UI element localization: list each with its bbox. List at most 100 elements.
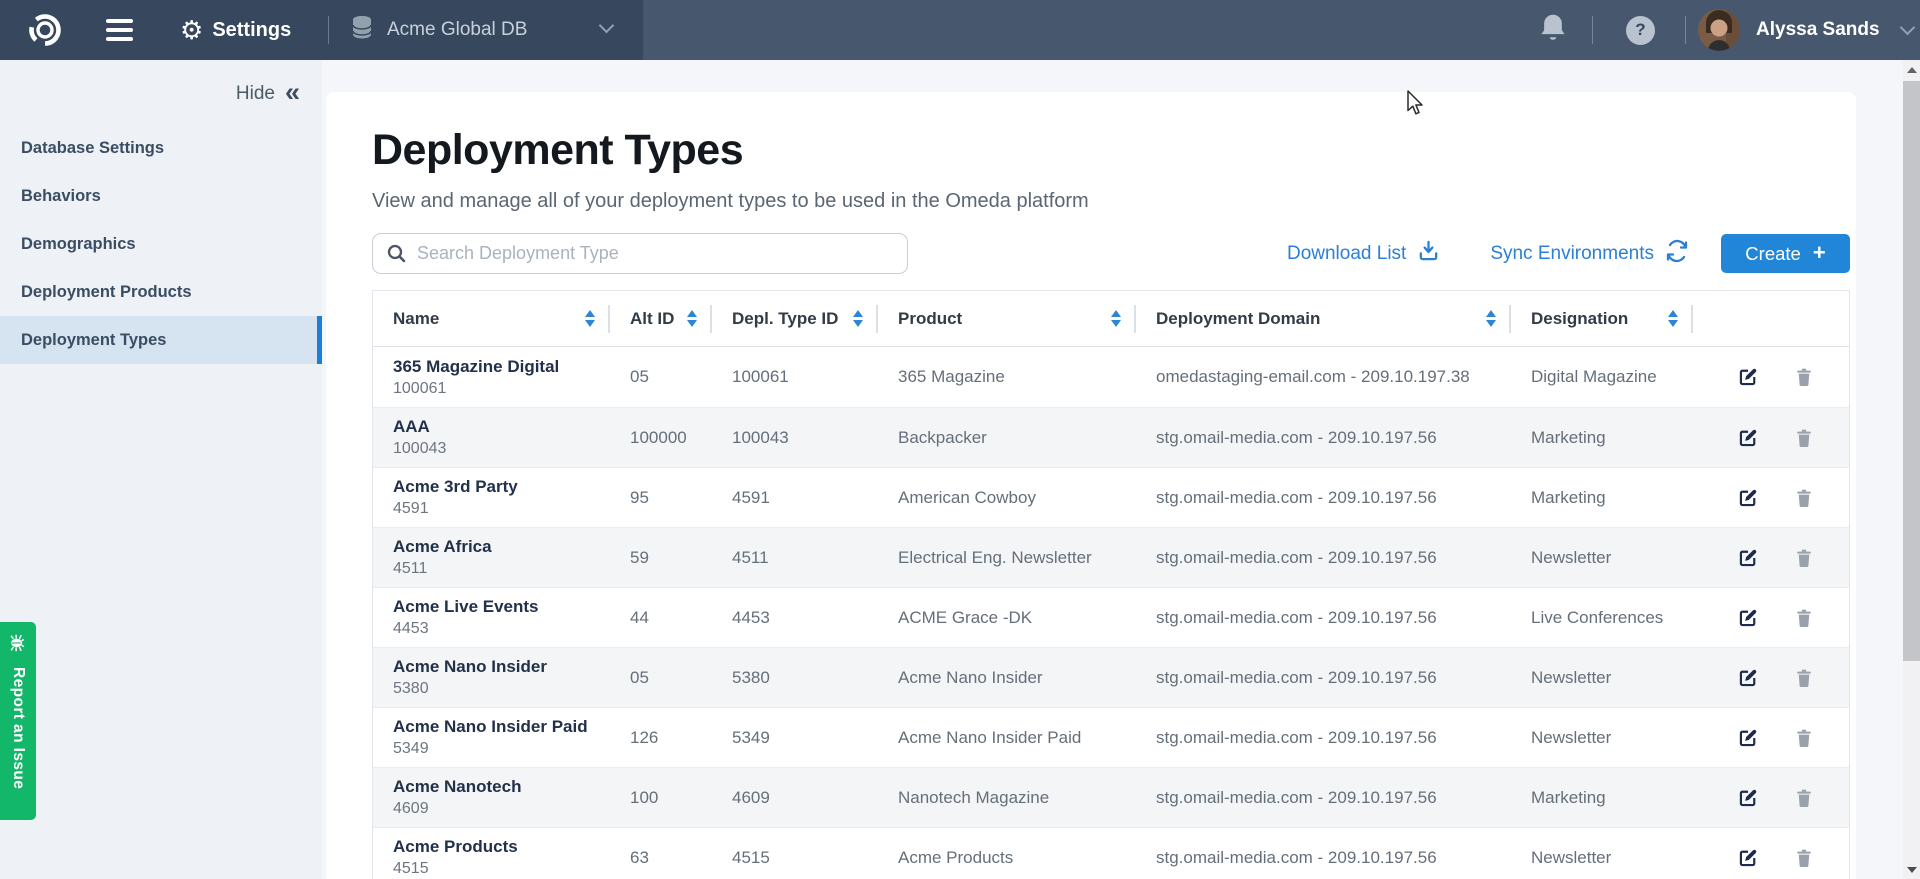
cell-alt-id: 95	[610, 468, 712, 527]
sidebar-item-label: Database Settings	[21, 139, 164, 158]
sidebar-item-demographics[interactable]: Demographics	[0, 220, 322, 268]
notifications-button[interactable]	[1538, 0, 1568, 60]
edit-button[interactable]	[1738, 428, 1758, 448]
cell-depl-type-id: 4511	[712, 528, 878, 587]
settings-nav[interactable]: ⚙ Settings	[180, 0, 291, 60]
column-header-alt-id[interactable]: Alt ID	[610, 291, 712, 346]
cell-alt-id: 59	[610, 528, 712, 587]
table-row: 365 Magazine Digital 100061 05 100061 36…	[373, 347, 1849, 407]
cell-text: stg.omail-media.com - 209.10.197.56	[1156, 608, 1437, 628]
help-button[interactable]: ?	[1626, 0, 1655, 60]
scrollbar-up-button[interactable]	[1903, 60, 1920, 79]
cell-domain: stg.omail-media.com - 209.10.197.56	[1136, 588, 1511, 647]
sidebar-item-deployment-types[interactable]: Deployment Types	[0, 316, 322, 364]
deployment-id: 4511	[393, 559, 427, 578]
delete-button[interactable]	[1795, 548, 1813, 568]
sidebar-item-deployment-products[interactable]: Deployment Products	[0, 268, 322, 316]
cell-text: Nanotech Magazine	[898, 788, 1049, 808]
download-list-label: Download List	[1287, 243, 1406, 265]
cell-name: 365 Magazine Digital 100061	[373, 347, 610, 407]
cell-alt-id: 126	[610, 708, 712, 767]
cell-text: stg.omail-media.com - 209.10.197.56	[1156, 548, 1437, 568]
edit-button[interactable]	[1738, 728, 1758, 748]
edit-button[interactable]	[1738, 367, 1758, 387]
sidebar-item-behaviors[interactable]: Behaviors	[0, 172, 322, 220]
delete-button[interactable]	[1795, 367, 1813, 387]
database-name: Acme Global DB	[387, 19, 527, 41]
cell-actions	[1693, 588, 1849, 647]
sidebar-nav: Database Settings Behaviors Demographics…	[0, 124, 322, 364]
cell-text: Electrical Eng. Newsletter	[898, 548, 1092, 568]
column-header-designation[interactable]: Designation	[1511, 291, 1693, 346]
cell-text: 4609	[732, 788, 770, 808]
cell-name: Acme Africa 4511	[373, 528, 610, 587]
cell-designation: Newsletter	[1511, 708, 1693, 767]
cell-product: Acme Nano Insider Paid	[878, 708, 1136, 767]
sidebar-item-label: Demographics	[21, 235, 136, 254]
cell-text: stg.omail-media.com - 209.10.197.56	[1156, 848, 1437, 868]
deployment-name: Acme Live Events	[393, 597, 539, 617]
delete-button[interactable]	[1795, 608, 1813, 628]
delete-button[interactable]	[1795, 788, 1813, 808]
table-row: Acme Nanotech 4609 100 4609 Nanotech Mag…	[373, 767, 1849, 827]
deployment-id: 5380	[393, 679, 429, 698]
deployment-name: Acme Products	[393, 837, 518, 857]
scrollbar-thumb[interactable]	[1903, 81, 1920, 661]
edit-button[interactable]	[1738, 668, 1758, 688]
column-header-depl-type-id[interactable]: Depl. Type ID	[712, 291, 878, 346]
edit-button[interactable]	[1738, 848, 1758, 868]
create-button[interactable]: Create +	[1721, 234, 1850, 273]
delete-button[interactable]	[1795, 728, 1813, 748]
cell-actions	[1693, 648, 1849, 707]
cell-text: Acme Nano Insider Paid	[898, 728, 1081, 748]
user-name: Alyssa Sands	[1756, 19, 1880, 41]
column-header-product[interactable]: Product	[878, 291, 1136, 346]
cell-name: Acme Nano Insider 5380	[373, 648, 610, 707]
user-menu[interactable]: Alyssa Sands	[1698, 0, 1913, 60]
cell-text: 100061	[732, 367, 789, 387]
sidebar-hide-button[interactable]: Hide	[236, 82, 300, 106]
database-selector[interactable]: Acme Global DB	[350, 0, 630, 60]
column-header-name[interactable]: Name	[373, 291, 610, 346]
search-input[interactable]	[372, 233, 908, 274]
delete-button[interactable]	[1795, 848, 1813, 868]
delete-button[interactable]	[1795, 668, 1813, 688]
edit-button[interactable]	[1738, 548, 1758, 568]
column-label: Name	[393, 309, 439, 329]
delete-button[interactable]	[1795, 428, 1813, 448]
avatar	[1698, 9, 1740, 51]
sidebar-item-database-settings[interactable]: Database Settings	[0, 124, 322, 172]
cell-text: Digital Magazine	[1531, 367, 1657, 387]
sort-icon	[687, 310, 697, 327]
column-label: Designation	[1531, 309, 1628, 329]
omeda-logo-icon[interactable]	[26, 0, 64, 60]
table-header: Name Alt ID Depl. Type ID Product Deploy…	[373, 291, 1849, 347]
edit-button[interactable]	[1738, 488, 1758, 508]
download-list-link[interactable]: Download List	[1287, 239, 1440, 268]
column-label: Deployment Domain	[1156, 309, 1320, 329]
report-issue-tab[interactable]: Report an Issue	[0, 622, 36, 820]
scrollbar-down-button[interactable]	[1903, 860, 1920, 879]
cell-depl-type-id: 5349	[712, 708, 878, 767]
cell-designation: Marketing	[1511, 468, 1693, 527]
edit-button[interactable]	[1738, 608, 1758, 628]
cell-text: 5380	[732, 668, 770, 688]
cell-product: ACME Grace -DK	[878, 588, 1136, 647]
column-header-deployment-domain[interactable]: Deployment Domain	[1136, 291, 1511, 346]
deployment-name: Acme Nano Insider	[393, 657, 547, 677]
cell-text: 63	[630, 848, 649, 868]
sidebar-item-label: Deployment Types	[21, 331, 166, 350]
deployment-id: 100043	[393, 439, 446, 458]
hamburger-menu-icon[interactable]	[106, 0, 133, 60]
cell-actions	[1693, 468, 1849, 527]
sync-environments-link[interactable]: Sync Environments	[1490, 239, 1689, 269]
column-header-actions	[1693, 291, 1849, 346]
cell-designation: Newsletter	[1511, 828, 1693, 879]
cell-depl-type-id: 4453	[712, 588, 878, 647]
cell-product: Backpacker	[878, 408, 1136, 467]
cell-text: Backpacker	[898, 428, 987, 448]
delete-button[interactable]	[1795, 488, 1813, 508]
cell-depl-type-id: 4591	[712, 468, 878, 527]
edit-button[interactable]	[1738, 788, 1758, 808]
cell-alt-id: 05	[610, 648, 712, 707]
